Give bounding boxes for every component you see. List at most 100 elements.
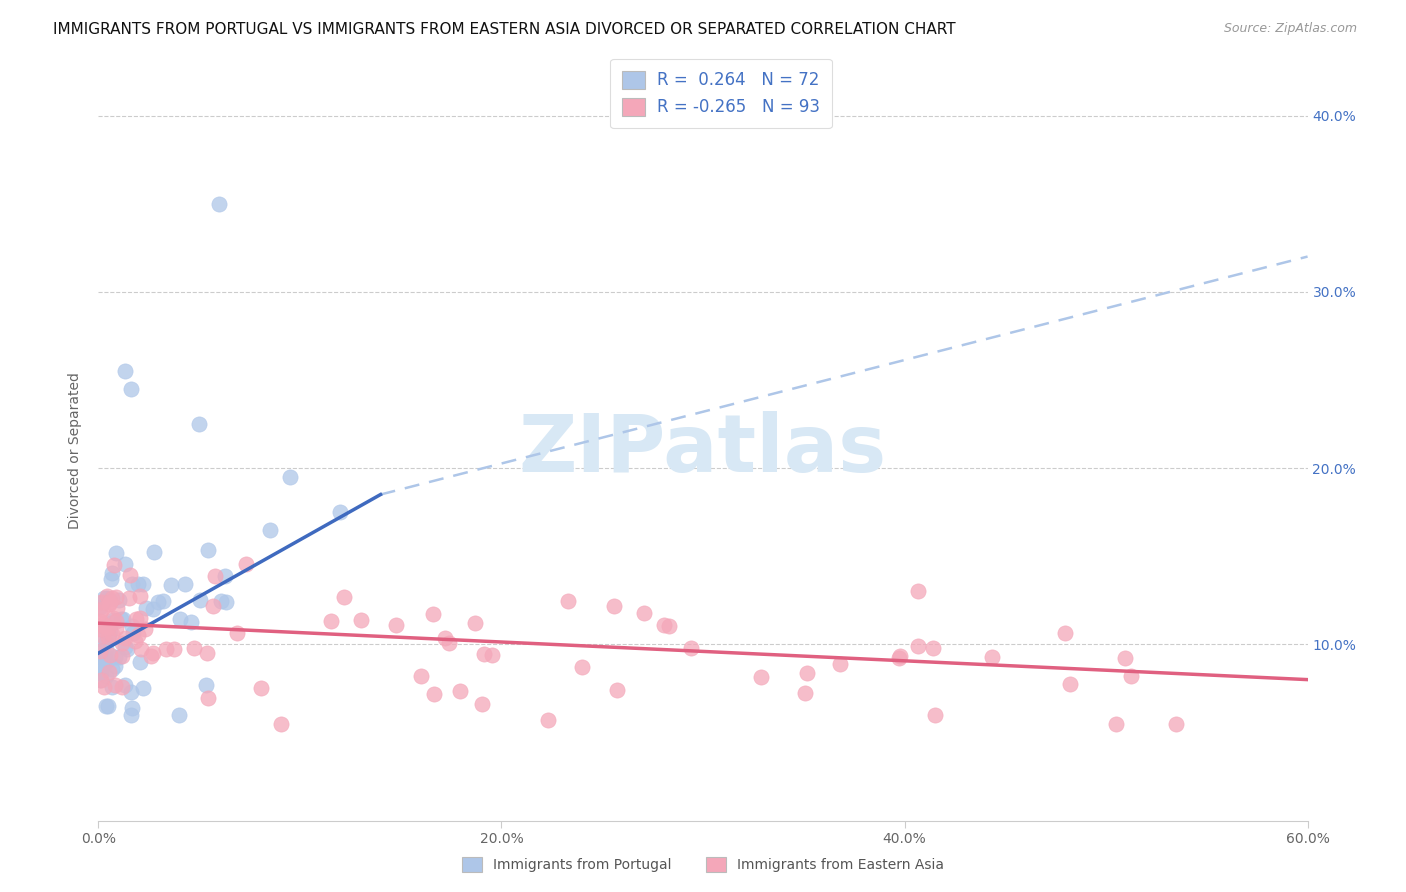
Point bbox=[796, 666, 818, 681]
Point bbox=[350, 613, 373, 627]
Point bbox=[90, 601, 112, 615]
Point bbox=[226, 626, 249, 640]
Point bbox=[94, 698, 117, 713]
Point bbox=[188, 592, 211, 607]
Point bbox=[104, 590, 127, 604]
Point bbox=[249, 681, 271, 696]
Point bbox=[749, 670, 772, 684]
Point bbox=[114, 678, 136, 692]
Point bbox=[96, 591, 118, 605]
Point bbox=[114, 640, 136, 655]
Y-axis label: Divorced or Separated: Divorced or Separated bbox=[69, 372, 83, 529]
Point bbox=[981, 650, 1004, 665]
Point bbox=[1119, 669, 1142, 683]
Point bbox=[97, 665, 120, 679]
Point bbox=[108, 592, 131, 607]
Point bbox=[94, 655, 117, 669]
Point bbox=[167, 707, 190, 722]
Point bbox=[111, 649, 134, 664]
Point bbox=[114, 557, 136, 571]
Point bbox=[121, 685, 143, 699]
Point bbox=[139, 649, 162, 664]
Point bbox=[118, 591, 141, 605]
Point bbox=[907, 639, 929, 653]
Point bbox=[321, 614, 343, 628]
Point bbox=[195, 646, 218, 660]
Point bbox=[606, 683, 628, 698]
Point bbox=[924, 708, 946, 723]
Point bbox=[89, 622, 111, 636]
Point bbox=[89, 673, 111, 688]
Point bbox=[160, 578, 183, 592]
Text: ZIPatlas: ZIPatlas bbox=[519, 411, 887, 490]
Point bbox=[259, 523, 281, 537]
Point bbox=[118, 567, 141, 582]
Legend: Immigrants from Portugal, Immigrants from Eastern Asia: Immigrants from Portugal, Immigrants fro… bbox=[457, 852, 949, 878]
Point bbox=[132, 681, 155, 696]
Point bbox=[183, 640, 205, 655]
Point bbox=[101, 662, 124, 676]
Point bbox=[111, 636, 134, 650]
Point bbox=[481, 648, 503, 662]
Point bbox=[658, 619, 681, 633]
Point bbox=[889, 648, 911, 663]
Point bbox=[201, 599, 224, 614]
Point bbox=[464, 615, 486, 630]
Point bbox=[907, 584, 929, 599]
Point bbox=[557, 594, 579, 608]
Point bbox=[134, 622, 156, 636]
Point bbox=[1105, 716, 1128, 731]
Legend: R =  0.264   N = 72, R = -0.265   N = 93: R = 0.264 N = 72, R = -0.265 N = 93 bbox=[610, 59, 832, 128]
Point bbox=[384, 618, 406, 632]
Point bbox=[100, 566, 122, 581]
Point bbox=[100, 591, 122, 606]
Point bbox=[169, 612, 191, 626]
Text: IMMIGRANTS FROM PORTUGAL VS IMMIGRANTS FROM EASTERN ASIA DIVORCED OR SEPARATED C: IMMIGRANTS FROM PORTUGAL VS IMMIGRANTS F… bbox=[53, 22, 956, 37]
Point bbox=[423, 687, 446, 701]
Point bbox=[129, 655, 152, 669]
Point bbox=[197, 543, 219, 558]
Point bbox=[104, 658, 127, 673]
Point bbox=[148, 595, 170, 609]
Point bbox=[1053, 625, 1076, 640]
Point bbox=[174, 576, 197, 591]
Point bbox=[571, 660, 593, 674]
Point bbox=[129, 642, 152, 657]
Point bbox=[152, 594, 174, 608]
Point bbox=[120, 382, 142, 396]
Point bbox=[121, 700, 143, 714]
Point bbox=[180, 615, 202, 630]
Point bbox=[794, 685, 817, 699]
Point bbox=[129, 611, 152, 625]
Point bbox=[93, 618, 115, 632]
Point bbox=[98, 628, 121, 642]
Point bbox=[449, 684, 471, 698]
Point bbox=[100, 572, 122, 586]
Point bbox=[105, 621, 128, 635]
Point bbox=[96, 589, 118, 603]
Point bbox=[105, 546, 128, 560]
Point bbox=[93, 591, 115, 605]
Point bbox=[89, 644, 111, 658]
Point bbox=[127, 628, 149, 642]
Point bbox=[1059, 677, 1081, 691]
Point bbox=[129, 589, 152, 603]
Point bbox=[93, 620, 115, 634]
Point bbox=[121, 625, 143, 640]
Point bbox=[100, 615, 122, 630]
Point bbox=[90, 632, 112, 647]
Point bbox=[143, 545, 166, 559]
Point bbox=[89, 660, 111, 674]
Point bbox=[100, 681, 122, 695]
Point bbox=[208, 196, 231, 211]
Point bbox=[132, 576, 155, 591]
Point bbox=[105, 601, 128, 615]
Point bbox=[89, 673, 111, 687]
Point bbox=[90, 651, 112, 665]
Point bbox=[1166, 716, 1188, 731]
Point bbox=[135, 601, 157, 615]
Point bbox=[98, 597, 121, 611]
Point bbox=[94, 648, 117, 662]
Point bbox=[124, 633, 146, 648]
Point bbox=[434, 631, 457, 645]
